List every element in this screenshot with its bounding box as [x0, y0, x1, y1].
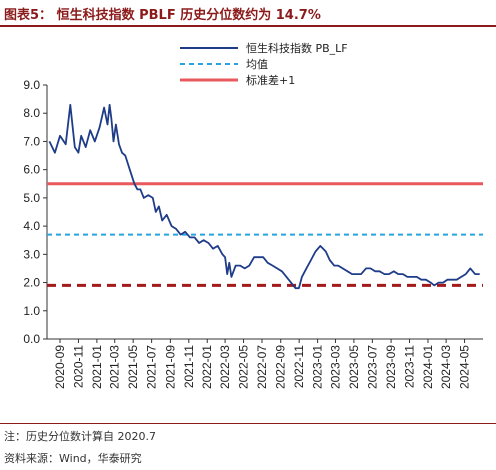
legend-label: 恒生科技指数 PB_LF — [246, 41, 348, 55]
x-tick-label: 2024-03 — [439, 345, 453, 389]
x-tick-label: 2022-11 — [292, 345, 306, 388]
y-tick-label: 0.0 — [23, 332, 40, 346]
x-tick-label: 2021-11 — [182, 345, 196, 388]
x-axis: 2020-09 2020-11 2021-01 2021-03 2021-05 2021-… — [47, 338, 483, 389]
x-tick-label: 2023-07 — [365, 345, 379, 389]
y-tick-label: 1.0 — [23, 304, 40, 318]
x-tick-label: 2023-03 — [328, 345, 342, 389]
footnote: 注：历史分位数计算自 2020.7 — [4, 430, 156, 443]
title-divider — [0, 25, 496, 27]
y-tick-label: 5.0 — [23, 191, 40, 205]
legend-label: 标准差+1 — [246, 73, 295, 87]
footer-divider — [0, 423, 496, 424]
y-tick-label: 9.0 — [23, 78, 40, 92]
x-tick-label: 2024-01 — [421, 345, 435, 389]
x-tick-label: 2022-07 — [255, 345, 269, 389]
legend-label: 均值 — [246, 58, 268, 71]
x-tick-label: 2022-03 — [218, 345, 232, 389]
x-tick-label: 2022-09 — [274, 345, 288, 389]
x-tick-label: 2021-05 — [126, 345, 140, 389]
x-tick-label: 2023-09 — [384, 345, 398, 389]
y-axis: 0.0 1.0 2.0 3.0 4.0 5.0 6.0 7.0 8.0 9.0 — [23, 78, 48, 346]
x-tick-label: 2021-03 — [108, 345, 122, 389]
x-tick-label: 2022-01 — [200, 345, 214, 389]
pb-lf-line — [48, 103, 480, 290]
x-tick-label: 2024-05 — [458, 345, 472, 389]
y-tick-label: 2.0 — [23, 276, 40, 290]
y-tick-label: 4.0 — [23, 219, 40, 233]
x-tick-label: 2023-01 — [311, 345, 325, 389]
pb-series — [48, 103, 480, 290]
y-tick-label: 8.0 — [23, 106, 40, 120]
x-tick-label: 2023-11 — [403, 345, 417, 388]
chart-canvas: 0.01.02.03.04.05.06.07.08.09.0 2020-09 20… — [23, 41, 483, 389]
x-tick-label: 2020-11 — [71, 345, 85, 388]
x-tick-label: 2022-05 — [237, 345, 251, 389]
title-bar: 图表5： 恒生科技指数 PBLF 历史分位数约为 14.7% — [0, 0, 496, 27]
x-tick-label: 2021-07 — [145, 345, 159, 389]
plot-area: 0.01.02.03.04.05.06.07.08.09.0 2020-09 20… — [23, 78, 483, 389]
y-tick-label: 7.0 — [23, 134, 40, 148]
y-tick-label: 3.0 — [23, 247, 40, 261]
x-tick-label: 2023-05 — [347, 345, 361, 389]
x-tick-label: 2021-01 — [90, 345, 104, 389]
x-tick-label: 2021-09 — [163, 345, 177, 389]
x-tick-label: 2020-09 — [53, 345, 67, 389]
chart-title: 图表5： 恒生科技指数 PBLF 历史分位数约为 14.7% — [4, 8, 321, 23]
y-tick-label: 6.0 — [23, 163, 40, 177]
source-note: 资料来源：Wind，华泰研究 — [4, 452, 142, 465]
reference-lines — [47, 182, 483, 287]
